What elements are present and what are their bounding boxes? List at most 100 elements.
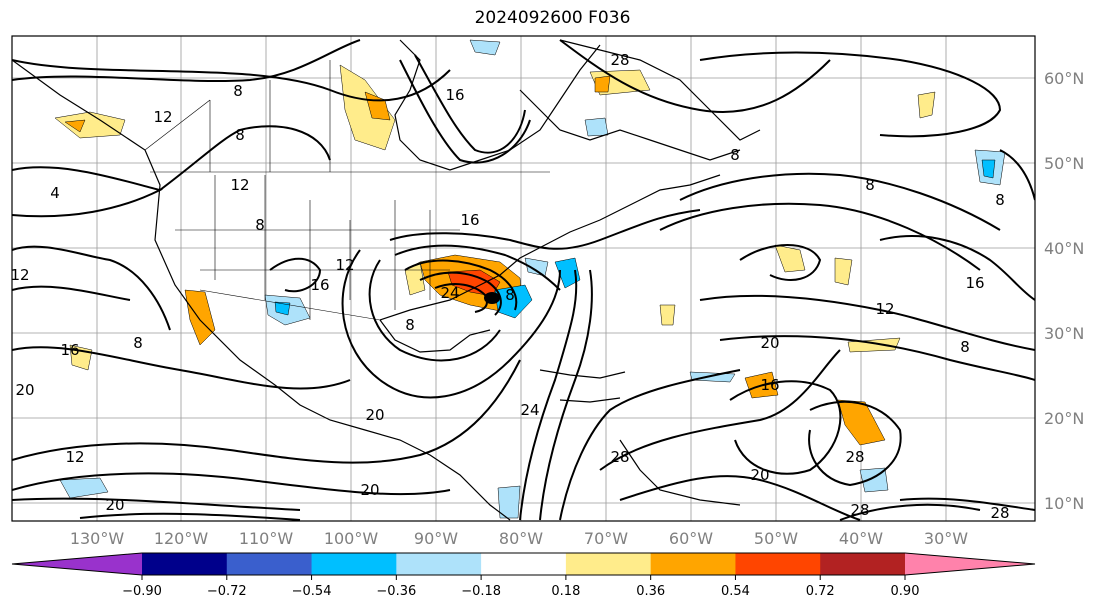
shade-atl-blue3 <box>981 159 996 179</box>
colorbar-tick-label: 0.90 <box>891 584 920 599</box>
contour-label: 12 <box>10 266 29 284</box>
lat-tick-label: 30°N <box>1044 324 1084 343</box>
contour-label: 4 <box>50 184 60 202</box>
shade-storm-blue <box>494 284 533 319</box>
colorbar-tick-label: −0.54 <box>292 584 332 599</box>
lat-tick-label: 60°N <box>1044 69 1084 88</box>
map-title: 2024092600 F036 <box>474 8 631 28</box>
contour-label: 20 <box>760 334 779 352</box>
colorbar-segment <box>650 553 736 575</box>
lon-tick-label: 90°W <box>414 529 458 548</box>
lon-tick-label: 60°W <box>669 529 713 548</box>
colorbar-tick-label: −0.36 <box>376 584 416 599</box>
shade-mexico-blue2 <box>274 301 291 316</box>
graticule <box>12 36 1035 521</box>
colorbar-segment <box>735 553 821 575</box>
colorbar-tick-label: 0.72 <box>806 584 835 599</box>
contour-label: 12 <box>335 256 354 274</box>
colorbar-segment <box>565 553 652 575</box>
contour-label: 8 <box>235 126 245 144</box>
lon-tick-label: 130°W <box>70 529 125 548</box>
contour-label: 24 <box>440 284 459 302</box>
shade-bermuda-yellow <box>659 304 676 326</box>
shade-mexico-orange <box>184 289 216 346</box>
latitude-axis: 60°N 50°N 40°N 30°N 20°N 10°N <box>1044 69 1084 513</box>
contour-label: 8 <box>255 216 265 234</box>
shade-atl-yellow2 <box>834 257 853 286</box>
contour-label: 12 <box>875 300 894 318</box>
longitude-axis: 130°W 120°W 110°W 100°W 90°W 80°W 70°W 60°W 50°W… <box>70 529 968 548</box>
contour-label: 28 <box>845 448 864 466</box>
lon-tick-label: 40°W <box>839 529 883 548</box>
contour-lines <box>12 39 1035 521</box>
colorbar-tick-label: 0.54 <box>721 584 750 599</box>
shade-greenland-blue <box>584 117 609 137</box>
shade-labrador-orange <box>594 75 611 93</box>
lat-tick-label: 40°N <box>1044 239 1084 258</box>
shade-pacific-blue <box>59 477 109 499</box>
contour-label: 12 <box>153 108 172 126</box>
coastlines <box>12 39 761 521</box>
contour-label: 16 <box>460 211 479 229</box>
lon-tick-label: 70°W <box>584 529 628 548</box>
contour-label: 8 <box>505 286 515 304</box>
contour-label: 16 <box>965 274 984 292</box>
contour-label: 28 <box>990 504 1009 522</box>
contour-label: 16 <box>445 86 464 104</box>
lat-tick-label: 20°N <box>1044 409 1084 428</box>
contour-label: 8 <box>995 191 1005 209</box>
contour-label: 20 <box>105 496 124 514</box>
contour-label: 8 <box>865 176 875 194</box>
colorbar-tick-label: −0.90 <box>122 584 162 599</box>
contour-label: 8 <box>730 146 740 164</box>
colorbar-segment <box>226 553 313 575</box>
shade-atlantic-blue <box>554 257 581 289</box>
storm-center <box>484 292 500 304</box>
contour-labels: 8 12 4 8 12 8 12 16 12 20 16 8 8 16 20 24 28 28 20 8 12 20 24 2… <box>10 51 1010 522</box>
contour-label: 24 <box>520 401 539 419</box>
colorbar-segment <box>311 553 397 575</box>
lat-tick-label: 10°N <box>1044 494 1084 513</box>
lon-tick-label: 120°W <box>154 529 209 548</box>
contour-label: 16 <box>60 341 79 359</box>
shade-atl-blue1 <box>689 371 736 383</box>
shade-alaska-yellow <box>54 111 126 139</box>
colorbar-extend-low <box>12 553 142 575</box>
contour-label: 20 <box>365 406 384 424</box>
colorbar-segment <box>481 553 567 575</box>
colorbar: −0.90 −0.72 −0.54 −0.36 −0.18 0.18 0.36 0.54 0.7… <box>11 552 1036 599</box>
contour-label: 16 <box>310 276 329 294</box>
shade-caribbean-blue <box>497 485 521 519</box>
colorbar-tick-label: 0.36 <box>636 584 665 599</box>
contour-label: 28 <box>610 51 629 69</box>
colorbar-tick-label: 0.18 <box>551 584 580 599</box>
contour-label: 8 <box>233 82 243 100</box>
contour-label: 20 <box>360 481 379 499</box>
contour-label: 8 <box>133 334 143 352</box>
contour-label: 8 <box>960 338 970 356</box>
shade-hudson-orange <box>339 64 396 151</box>
colorbar-segment <box>396 553 482 575</box>
colorbar-extend-high <box>905 553 1035 575</box>
shade-alaska-orange <box>64 119 86 133</box>
contour-label: 16 <box>760 376 779 394</box>
lon-tick-label: 30°W <box>924 529 968 548</box>
contour-label: 12 <box>230 176 249 194</box>
map-border <box>11 35 1036 522</box>
shade-atl-orange2 <box>837 399 886 446</box>
contour-label: 28 <box>610 448 629 466</box>
contour-label: 20 <box>15 381 34 399</box>
contour-label: 20 <box>750 466 769 484</box>
lon-tick-label: 110°W <box>239 529 294 548</box>
colorbar-tick-label: −0.18 <box>461 584 501 599</box>
lon-tick-label: 100°W <box>324 529 379 548</box>
shade-atl-yellow1 <box>774 244 806 273</box>
colorbar-tick-label: −0.72 <box>207 584 247 599</box>
lon-tick-label: 50°W <box>754 529 798 548</box>
colorbar-segment <box>142 553 228 575</box>
shade-ne-atl-yellow <box>917 91 936 119</box>
contour-label: 8 <box>405 316 415 334</box>
colorbar-segment <box>820 553 906 575</box>
contour-label: 28 <box>850 501 869 519</box>
